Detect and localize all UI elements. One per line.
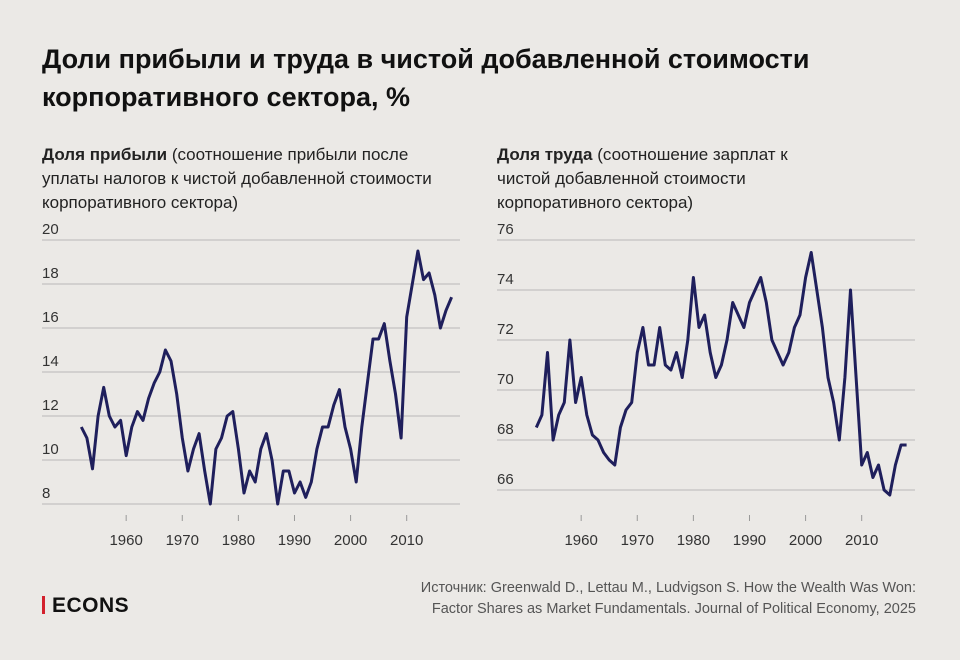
logo-text: ECONS <box>52 594 130 617</box>
title: Доли прибыли и труда в чистой добавленно… <box>42 44 810 112</box>
x-tick-label: 1970 <box>621 532 654 549</box>
x-tick-label: 2000 <box>789 532 822 549</box>
panel-heading: Доля прибыли (соотношение прибыли после … <box>42 143 437 215</box>
x-tick-label: 1990 <box>733 532 766 549</box>
x-tick-label: 2010 <box>845 532 878 549</box>
panel-subtitle: (соотношение прибыли после уплаты налого… <box>42 145 432 212</box>
panel-title: Доля прибыли <box>42 145 168 164</box>
y-tick-label: 68 <box>497 421 514 438</box>
y-tick-label: 66 <box>497 471 514 488</box>
x-tick-label: 1960 <box>109 532 142 549</box>
y-tick-label: 16 <box>42 309 59 326</box>
logo: ECONS <box>42 594 129 618</box>
y-tick-label: 12 <box>42 397 59 414</box>
panel-subtitle: (соотношение зарплат к чистой добавленно… <box>497 145 788 212</box>
source-line: Factor Shares as Market Fundamentals. Jo… <box>431 601 916 617</box>
panel-heading: Доля труда (соотношение зарплат к чистой… <box>497 143 807 215</box>
x-tick-label: 1960 <box>564 532 597 549</box>
data-line <box>79 249 453 506</box>
x-tick-label: 2000 <box>334 532 367 549</box>
y-tick-label: 8 <box>42 485 50 502</box>
x-tick-label: 1990 <box>278 532 311 549</box>
y-tick-label: 10 <box>42 441 59 458</box>
source: Источник: Greenwald D., Lettau M., Ludvi… <box>421 578 916 620</box>
y-tick-label: 70 <box>497 371 514 388</box>
y-tick-label: 20 <box>42 221 59 238</box>
y-tick-label: 14 <box>42 353 59 370</box>
x-tick-label: 1970 <box>166 532 199 549</box>
x-tick-label: 1980 <box>222 532 255 549</box>
y-tick-label: 74 <box>497 271 514 288</box>
y-tick-label: 76 <box>497 221 514 238</box>
y-tick-label: 18 <box>42 265 59 282</box>
y-tick-label: 72 <box>497 321 514 338</box>
data-line <box>534 251 907 497</box>
source-line: Источник: Greenwald D., Lettau M., Ludvi… <box>420 580 916 596</box>
x-tick-label: 2010 <box>390 532 423 549</box>
panel-title: Доля труда <box>497 145 593 164</box>
x-tick-label: 1980 <box>677 532 710 549</box>
